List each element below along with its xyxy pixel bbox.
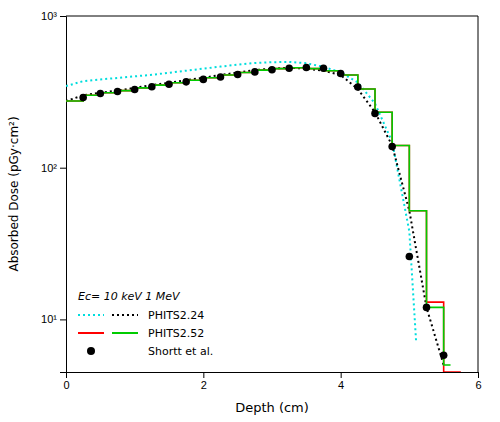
x-axis-title: Depth (cm) [235,400,309,415]
series-line [66,62,416,343]
data-point [165,80,173,88]
tick: 10² [41,162,66,174]
marks [66,62,461,372]
tick-label: 0 [63,379,69,391]
data-point [285,65,293,73]
legend-label: PHITS2.24 [148,309,204,322]
legend: Ec= 10 keV 1 MeV PHITS2.24 PHITS2.52 Shortt… [78,290,213,358]
frame [478,16,479,372]
tick-mark [60,168,66,169]
data-point [337,70,345,78]
data-point [303,64,311,72]
data-point [371,110,379,118]
data-point [217,73,225,81]
tick: 2 [201,372,207,391]
tick-label: 4 [338,379,344,391]
data-point [406,253,414,261]
chart: 0 2 4 6 10¹ 10² 10³ Ec= 10 keV 1 MeV PHITS2.24 PH… [0,0,500,422]
data-point [388,143,396,151]
tick: 10³ [41,10,66,22]
data-point [251,68,259,76]
tick-label: 10³ [41,10,57,22]
tick-label: 6 [475,379,481,391]
data-point [148,83,156,91]
axis-line [67,373,479,379]
legend-swatch [78,314,104,316]
tick-mark [60,319,66,320]
tick-mark [478,372,479,378]
data-point [182,78,190,86]
legend-item: Shortt et al. [87,345,213,358]
tick: 6 [475,372,481,391]
legend-label: Shortt et al. [148,345,213,358]
data-point [320,65,328,73]
legend-item: PHITS2.24 [78,309,204,322]
tick-mark [341,372,342,378]
axis-line [60,17,67,373]
data-point [114,88,122,96]
data-point [234,71,242,79]
data-point [423,304,431,312]
data-point [440,351,448,359]
legend-swatch [87,347,95,355]
tick: 0 [63,372,69,391]
data-point [354,83,362,91]
frame [66,16,478,17]
y-axis: 10¹ 10² 10³ [41,10,66,372]
legend-swatch [112,332,138,334]
y-axis-title: Absorbed Dose (pGy·cm²) [7,116,21,271]
tick-label: 2 [201,379,207,391]
series-line [66,68,461,372]
x-axis: 0 2 4 6 [63,372,481,391]
tick-mark [203,372,204,378]
tick-mark [60,16,66,17]
tick-label: 10² [41,162,57,174]
tick-label: 10¹ [41,313,57,325]
chart-container: 0 2 4 6 10¹ 10² 10³ Ec= 10 keV 1 MeV PHITS2.24 PH… [0,0,500,422]
legend-item: PHITS2.52 [78,327,204,340]
legend-label: PHITS2.52 [148,327,204,340]
annotation: Ec= 10 keV 1 MeV [78,290,181,303]
legend-swatch [112,314,138,316]
tick: 10¹ [41,313,66,325]
legend-swatch [78,332,104,334]
data-point [97,90,105,98]
data-point [200,76,208,84]
data-point [79,94,87,102]
data-point [131,86,139,94]
series-line [66,68,451,365]
tick: 4 [338,372,344,391]
plot: 0 2 4 6 10¹ 10² 10³ Ec= 10 keV 1 MeV PHITS2.24 PH… [41,10,481,391]
data-point [268,66,276,74]
